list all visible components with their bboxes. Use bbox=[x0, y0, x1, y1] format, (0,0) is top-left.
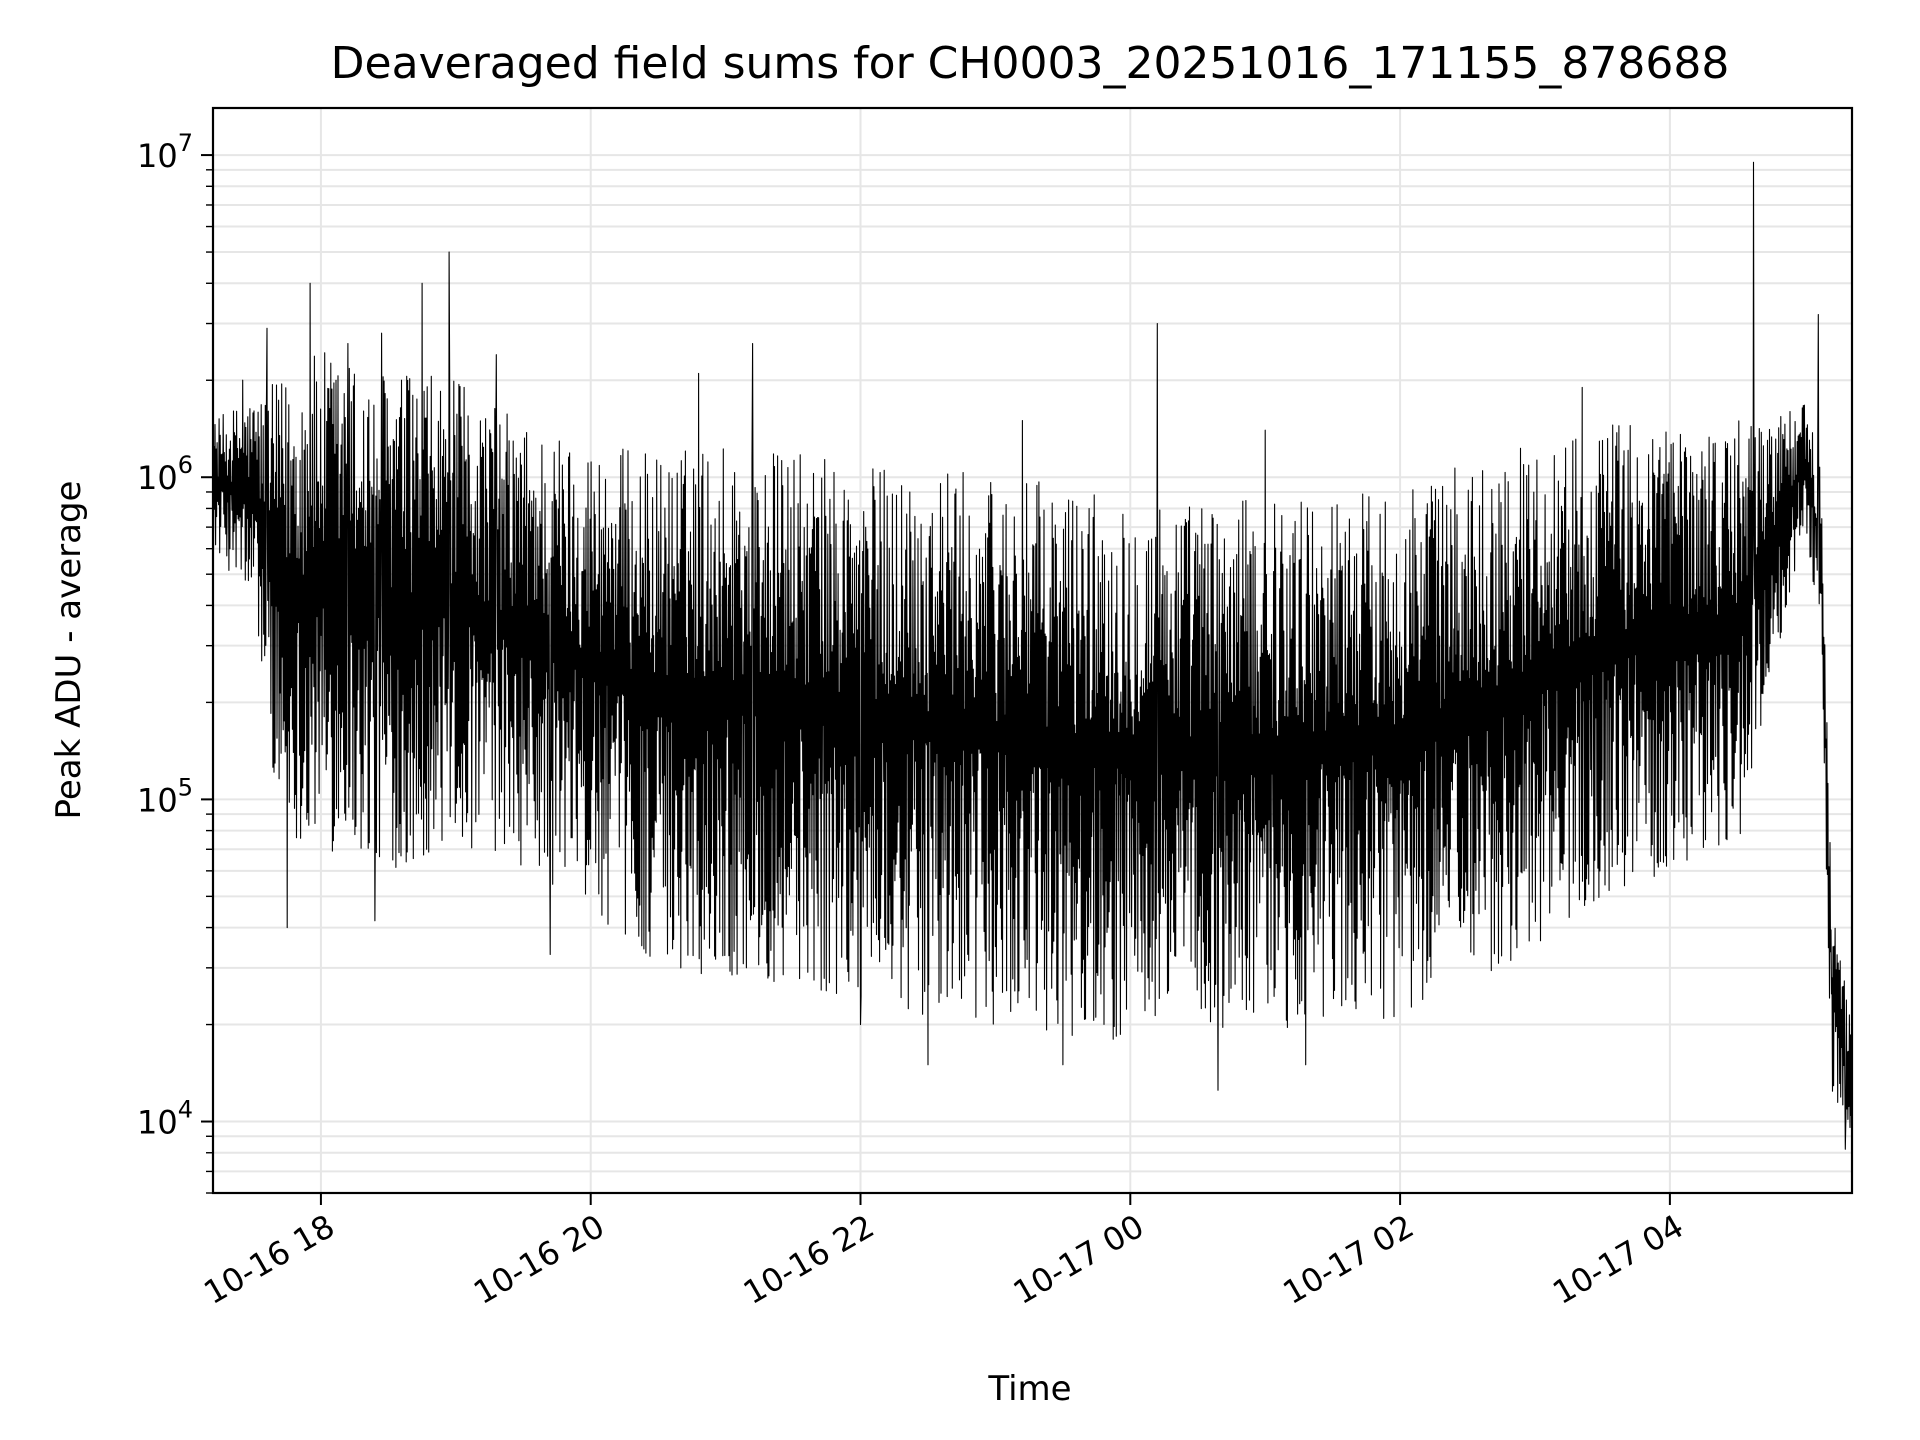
y-tick-base: 10 bbox=[137, 781, 178, 819]
y-tick-base: 10 bbox=[137, 1104, 178, 1142]
y-axis-label: Peak ADU - average bbox=[49, 481, 89, 820]
y-tick-exponent: 6 bbox=[178, 451, 193, 479]
series-line bbox=[212, 161, 1853, 1150]
y-tick-exponent: 7 bbox=[178, 129, 193, 157]
y-tick-base: 10 bbox=[137, 459, 178, 497]
y-tick-exponent: 5 bbox=[178, 773, 193, 801]
plot-frame bbox=[211, 106, 1854, 1195]
x-axis-label: Time bbox=[987, 1369, 1071, 1409]
y-tick-label: 107 bbox=[137, 129, 193, 175]
chart-title: Deaveraged field sums for CH0003_2025101… bbox=[331, 38, 1730, 89]
y-tick-exponent: 4 bbox=[178, 1096, 193, 1124]
y-tick-label: 106 bbox=[137, 451, 193, 497]
y-tick-label: 105 bbox=[137, 773, 193, 819]
y-tick-label: 104 bbox=[137, 1096, 193, 1142]
y-tick-base: 10 bbox=[137, 137, 178, 175]
series bbox=[212, 161, 1853, 1150]
